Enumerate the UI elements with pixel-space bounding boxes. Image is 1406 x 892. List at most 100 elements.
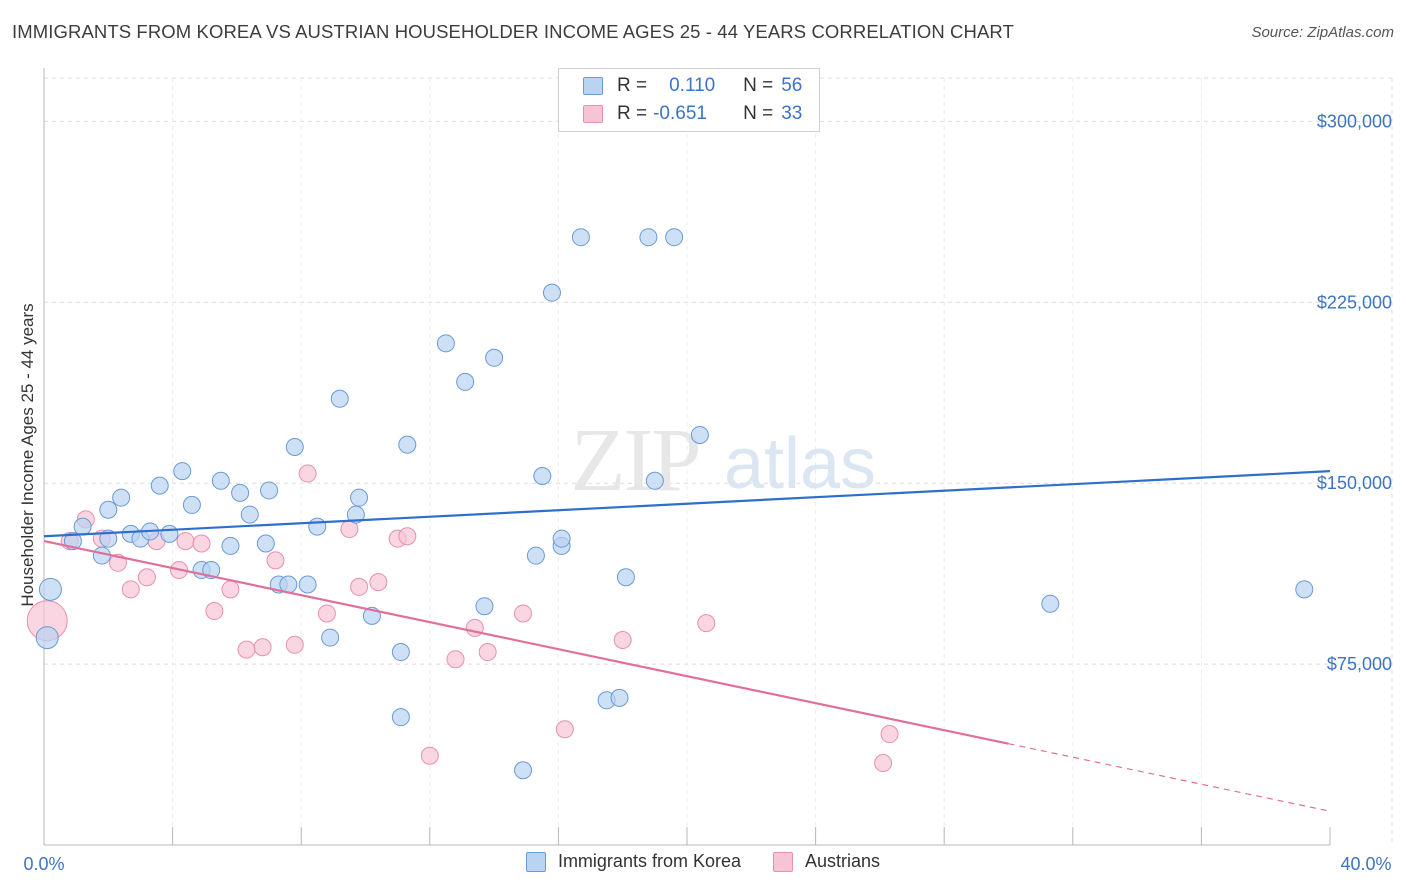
austrians-point bbox=[555, 720, 574, 739]
korea-point bbox=[475, 597, 494, 616]
korea-point bbox=[35, 626, 59, 650]
austrians-point bbox=[253, 638, 272, 657]
korea-point bbox=[526, 546, 545, 565]
y-tick-label: $75,000 bbox=[1327, 654, 1392, 674]
bottom-legend: Immigrants from Korea Austrians bbox=[0, 851, 1406, 872]
austrians-point bbox=[317, 604, 336, 623]
korea-point bbox=[665, 228, 684, 247]
austrians-points bbox=[26, 464, 899, 772]
korea-point bbox=[38, 577, 62, 601]
austrians-n-label: N = bbox=[743, 103, 774, 124]
chart-title: IMMIGRANTS FROM KOREA VS AUSTRIAN HOUSEH… bbox=[12, 21, 1014, 42]
austrians-point bbox=[398, 527, 417, 546]
korea-point bbox=[616, 568, 635, 587]
korea-point bbox=[173, 462, 192, 481]
korea-point bbox=[240, 505, 259, 524]
austrians-point bbox=[697, 614, 716, 633]
austrians-point bbox=[369, 573, 388, 592]
korea-trend-line bbox=[43, 470, 1331, 538]
austrians-point bbox=[176, 532, 195, 551]
austrians-point bbox=[478, 643, 497, 662]
austrians-trend-line bbox=[43, 540, 1009, 745]
austrians-r-value: -0.651 bbox=[653, 103, 707, 124]
korea-point bbox=[514, 761, 533, 780]
korea-point bbox=[150, 476, 169, 495]
austrians-point bbox=[514, 604, 533, 623]
korea-point bbox=[571, 228, 590, 247]
korea-point bbox=[552, 529, 571, 548]
korea-r-value: 0.110 bbox=[669, 75, 716, 96]
austrians-point bbox=[266, 551, 285, 570]
korea-point bbox=[350, 488, 369, 507]
watermark-zip: ZIP bbox=[571, 411, 700, 510]
y-tick-label: $150,000 bbox=[1317, 473, 1392, 493]
austrians-point bbox=[420, 746, 439, 765]
korea-point bbox=[1295, 580, 1314, 599]
y-tick-label: $225,000 bbox=[1317, 292, 1392, 312]
korea-point bbox=[542, 283, 561, 302]
korea-point bbox=[73, 517, 92, 536]
austrians-swatch bbox=[583, 105, 603, 123]
x-tick-label-max: 40.0% bbox=[1340, 854, 1391, 874]
korea-point bbox=[645, 471, 664, 490]
korea-point bbox=[533, 466, 552, 485]
korea-n-label: N = bbox=[743, 75, 774, 96]
korea-point bbox=[308, 517, 327, 536]
bottom-legend-austrians: Austrians bbox=[773, 851, 880, 872]
axes bbox=[43, 68, 1331, 846]
austrians-point bbox=[221, 580, 240, 599]
austrians-point bbox=[880, 725, 899, 744]
korea-r-label: R = bbox=[617, 75, 648, 96]
korea-point bbox=[391, 643, 410, 662]
korea-point bbox=[639, 228, 658, 247]
x-tick-label-min: 0.0% bbox=[23, 854, 64, 874]
austrians-point bbox=[121, 580, 140, 599]
austrians-point bbox=[237, 640, 256, 659]
y-tick-labels: $75,000 $150,000 $225,000 $300,000 bbox=[1317, 111, 1392, 674]
y-tick-label: $300,000 bbox=[1317, 111, 1392, 131]
korea-point bbox=[321, 628, 340, 647]
austrians-n-value: 33 bbox=[781, 103, 803, 124]
austrians-point bbox=[350, 577, 369, 596]
austrians-point bbox=[205, 602, 224, 621]
austrians-point bbox=[298, 464, 317, 483]
korea-point bbox=[298, 575, 317, 594]
korea-point bbox=[256, 534, 275, 553]
korea-n-value: 56 bbox=[781, 75, 803, 96]
korea-point bbox=[231, 483, 250, 502]
austrians-point bbox=[285, 635, 304, 654]
korea-point bbox=[285, 438, 304, 457]
korea-point bbox=[99, 529, 118, 548]
austrians-point bbox=[874, 753, 893, 772]
austrians-point bbox=[613, 630, 632, 649]
korea-point bbox=[1041, 594, 1060, 613]
korea-legend-swatch bbox=[525, 851, 546, 872]
legend-row-korea: R = 0.110 N = 56 bbox=[583, 74, 802, 98]
austrians-point bbox=[192, 534, 211, 553]
korea-swatch bbox=[583, 77, 603, 95]
austrians-legend-swatch bbox=[773, 851, 793, 872]
korea-point bbox=[99, 500, 118, 519]
korea-point bbox=[182, 495, 201, 514]
austrians-legend-label: Austrians bbox=[805, 851, 881, 871]
austrians-point bbox=[446, 650, 465, 669]
korea-legend-label: Immigrants from Korea bbox=[557, 851, 741, 871]
austrians-r-label: R = bbox=[617, 103, 648, 124]
korea-point bbox=[690, 425, 709, 444]
korea-point bbox=[330, 389, 349, 408]
korea-point bbox=[391, 708, 410, 727]
trend-lines bbox=[43, 470, 1331, 812]
korea-point bbox=[436, 334, 455, 353]
watermark-atlas: atlas bbox=[724, 424, 876, 504]
austrians-point bbox=[137, 568, 156, 587]
source-label: Source: ZipAtlas.com bbox=[1251, 24, 1394, 41]
bottom-legend-korea: Immigrants from Korea bbox=[525, 851, 741, 872]
korea-point bbox=[160, 524, 179, 543]
stats-legend: R = 0.110 N = 56 R = -0.651 N = 33 bbox=[558, 68, 820, 132]
x-tick-labels: 0.0% 40.0% bbox=[23, 854, 1391, 874]
korea-point bbox=[260, 481, 279, 500]
korea-point bbox=[610, 688, 629, 707]
korea-point bbox=[221, 536, 240, 555]
watermark: ZIP atlas bbox=[571, 411, 877, 510]
